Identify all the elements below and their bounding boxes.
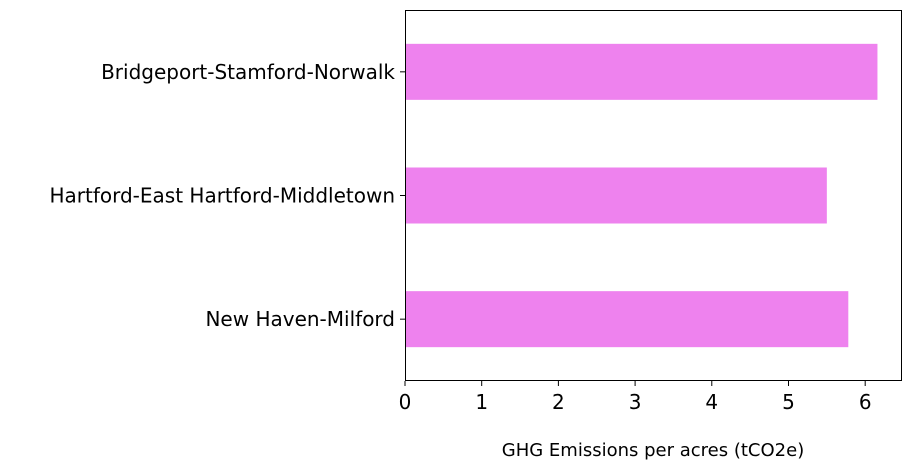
x-axis-title: GHG Emissions per acres (tCO2e) — [502, 440, 804, 461]
x-tick-label: 0 — [399, 390, 412, 414]
x-tick-label: 3 — [629, 390, 642, 414]
y-axis: Bridgeport-Stamford-Norwalk Hartford-East… — [49, 60, 405, 331]
x-tick-label: 4 — [705, 390, 718, 414]
x-tick-label: 5 — [782, 390, 795, 414]
x-tick-label: 6 — [859, 390, 872, 414]
bar-1 — [405, 167, 827, 224]
x-tick-label: 1 — [475, 390, 488, 414]
y-tick-label: New Haven-Milford — [205, 307, 395, 331]
plot-frame — [405, 10, 902, 381]
x-tick-label: 2 — [552, 390, 565, 414]
bars-layer — [405, 43, 878, 348]
y-tick-label: Bridgeport-Stamford-Norwalk — [101, 60, 395, 84]
x-axis: 0 1 2 3 4 5 6 — [399, 381, 872, 414]
y-tick-label: Hartford-East Hartford-Middletown — [49, 184, 395, 208]
bar-2 — [405, 291, 849, 348]
bar-0 — [405, 43, 878, 100]
